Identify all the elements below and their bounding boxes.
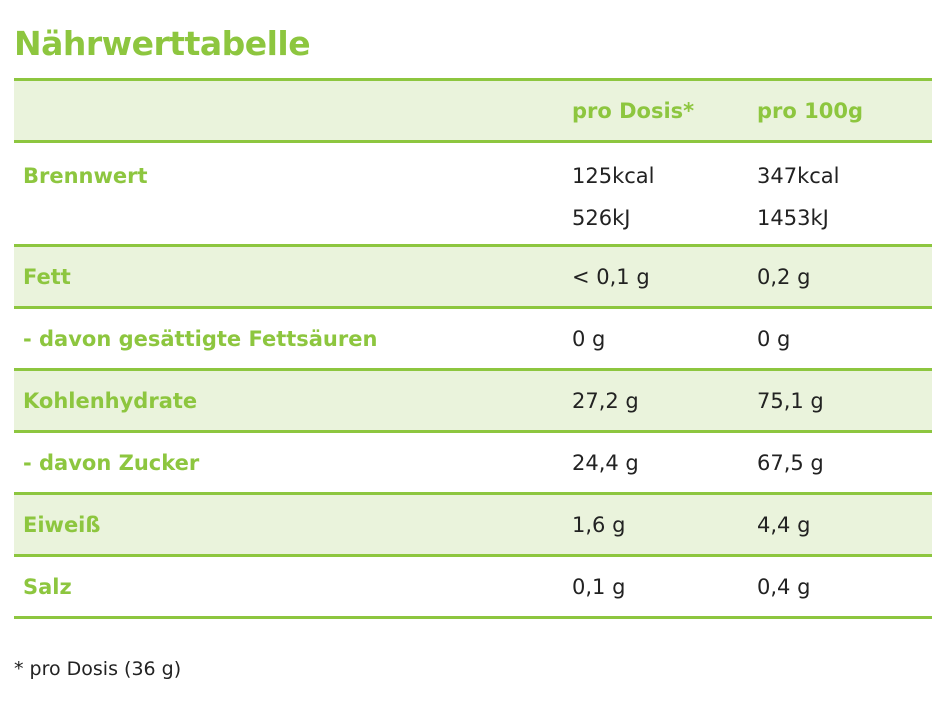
per-100g-value: 67,5 g [757, 451, 824, 475]
per-100g-kj: 1453kJ [757, 206, 829, 230]
per-100g-value: 0,4 g [757, 575, 811, 599]
table-row-kohlenhydrate: Kohlenhydrate 27,2 g 75,1 g [14, 371, 932, 433]
header-per-100g: pro 100g [757, 99, 863, 123]
row-label: Brennwert [23, 164, 148, 188]
per-dose-value: 27,2 g [572, 389, 639, 413]
table-header-row: pro Dosis* pro 100g [14, 81, 932, 143]
per-100g-kcal: 347kcal [757, 164, 840, 188]
row-label: Salz [23, 575, 72, 599]
per-dose-value: 0,1 g [572, 575, 626, 599]
per-dose-value: 24,4 g [572, 451, 639, 475]
table-row-zucker: - davon Zucker 24,4 g 67,5 g [14, 433, 932, 495]
per-dose-kcal: 125kcal [572, 164, 655, 188]
table-row-salz: Salz 0,1 g 0,4 g [14, 557, 932, 619]
page-title: Nährwerttabelle [14, 24, 311, 63]
nutrition-table: pro Dosis* pro 100g Brennwert 125kcal 52… [14, 78, 932, 619]
per-100g-value: 75,1 g [757, 389, 824, 413]
footnote: * pro Dosis (36 g) [14, 658, 182, 680]
per-dose-kj: 526kJ [572, 206, 631, 230]
row-label: Eiweiß [23, 513, 101, 537]
row-label: Kohlenhydrate [23, 389, 198, 413]
row-label: - davon gesättigte Fettsäuren [23, 327, 378, 351]
table-row-fett: Fett < 0,1 g 0,2 g [14, 247, 932, 309]
per-dose-value: 0 g [572, 327, 606, 351]
per-100g-value: 0 g [757, 327, 791, 351]
header-per-dose: pro Dosis* [572, 99, 695, 123]
per-100g-value: 4,4 g [757, 513, 811, 537]
table-row-eiweiss: Eiweiß 1,6 g 4,4 g [14, 495, 932, 557]
per-100g-value: 0,2 g [757, 265, 811, 289]
per-dose-value: < 0,1 g [572, 265, 650, 289]
row-label: - davon Zucker [23, 451, 200, 475]
per-dose-value: 1,6 g [572, 513, 626, 537]
row-label: Fett [23, 265, 71, 289]
table-row-brennwert: Brennwert 125kcal 526kJ 347kcal 1453kJ [14, 143, 932, 247]
table-row-gesaettigte-fettsaeuren: - davon gesättigte Fettsäuren 0 g 0 g [14, 309, 932, 371]
